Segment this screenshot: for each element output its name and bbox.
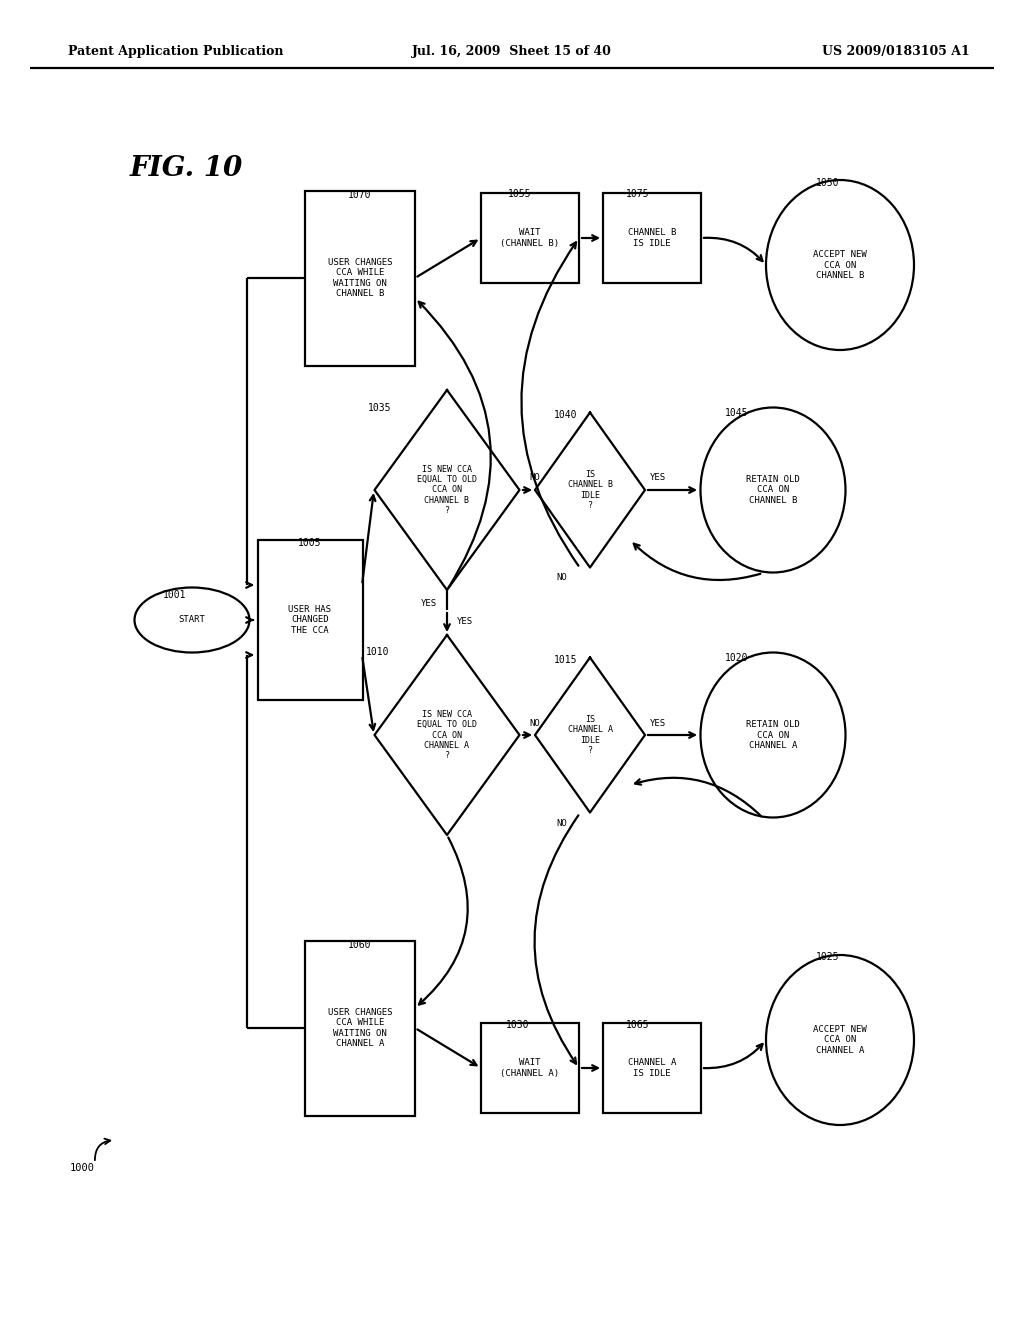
Text: 1010: 1010 [367, 647, 390, 657]
Polygon shape [375, 389, 519, 590]
Text: YES: YES [457, 618, 473, 627]
Text: IS
CHANNEL A
IDLE
?: IS CHANNEL A IDLE ? [567, 715, 612, 755]
Text: IS NEW CCA
EQUAL TO OLD
CCA ON
CHANNEL A
?: IS NEW CCA EQUAL TO OLD CCA ON CHANNEL A… [417, 710, 477, 760]
Text: START: START [178, 615, 206, 624]
Text: FIG. 10: FIG. 10 [130, 154, 244, 181]
Text: USER CHANGES
CCA WHILE
WAITING ON
CHANNEL B: USER CHANGES CCA WHILE WAITING ON CHANNE… [328, 257, 392, 298]
Text: 1050: 1050 [816, 178, 840, 187]
Text: 1045: 1045 [725, 408, 749, 418]
Ellipse shape [700, 652, 846, 817]
Polygon shape [535, 412, 645, 568]
FancyBboxPatch shape [481, 1023, 579, 1113]
Text: US 2009/0183105 A1: US 2009/0183105 A1 [822, 45, 970, 58]
Text: NO: NO [557, 818, 567, 828]
Ellipse shape [766, 180, 914, 350]
Text: 1040: 1040 [554, 411, 578, 420]
FancyBboxPatch shape [603, 1023, 701, 1113]
Ellipse shape [134, 587, 250, 652]
FancyBboxPatch shape [603, 193, 701, 282]
FancyBboxPatch shape [305, 190, 415, 366]
Text: CHANNEL B
IS IDLE: CHANNEL B IS IDLE [628, 228, 676, 248]
Text: RETAIN OLD
CCA ON
CHANNEL A: RETAIN OLD CCA ON CHANNEL A [746, 721, 800, 750]
Text: YES: YES [650, 474, 666, 483]
Text: 1025: 1025 [816, 952, 840, 962]
Text: 1030: 1030 [506, 1020, 529, 1030]
Text: ACCEPT NEW
CCA ON
CHANNEL B: ACCEPT NEW CCA ON CHANNEL B [813, 249, 867, 280]
Ellipse shape [700, 408, 846, 573]
Text: USER HAS
CHANGED
THE CCA: USER HAS CHANGED THE CCA [289, 605, 332, 635]
Text: 1070: 1070 [348, 190, 372, 201]
Text: 1005: 1005 [298, 539, 322, 548]
Text: 1055: 1055 [508, 189, 531, 199]
Ellipse shape [766, 954, 914, 1125]
Text: YES: YES [650, 718, 666, 727]
Text: 1020: 1020 [725, 653, 749, 663]
Polygon shape [375, 635, 519, 836]
FancyBboxPatch shape [257, 540, 362, 700]
FancyBboxPatch shape [305, 940, 415, 1115]
Text: Patent Application Publication: Patent Application Publication [68, 45, 284, 58]
Text: NO: NO [529, 718, 541, 727]
Text: Jul. 16, 2009  Sheet 15 of 40: Jul. 16, 2009 Sheet 15 of 40 [412, 45, 612, 58]
Text: 1001: 1001 [163, 590, 186, 601]
Text: 1060: 1060 [348, 940, 372, 950]
Text: YES: YES [421, 598, 437, 607]
Polygon shape [535, 657, 645, 813]
Text: 1015: 1015 [554, 655, 578, 665]
FancyBboxPatch shape [481, 193, 579, 282]
Text: WAIT
(CHANNEL B): WAIT (CHANNEL B) [501, 228, 559, 248]
Text: RETAIN OLD
CCA ON
CHANNEL B: RETAIN OLD CCA ON CHANNEL B [746, 475, 800, 504]
Text: 1075: 1075 [627, 189, 650, 199]
Text: WAIT
(CHANNEL A): WAIT (CHANNEL A) [501, 1059, 559, 1077]
Text: NO: NO [557, 573, 567, 582]
Text: USER CHANGES
CCA WHILE
WAITING ON
CHANNEL A: USER CHANGES CCA WHILE WAITING ON CHANNE… [328, 1008, 392, 1048]
Text: NO: NO [529, 474, 541, 483]
Text: 1000: 1000 [70, 1163, 94, 1173]
Text: 1065: 1065 [627, 1020, 650, 1030]
Text: 1035: 1035 [369, 403, 392, 413]
Text: ACCEPT NEW
CCA ON
CHANNEL A: ACCEPT NEW CCA ON CHANNEL A [813, 1026, 867, 1055]
Text: IS NEW CCA
EQUAL TO OLD
CCA ON
CHANNEL B
?: IS NEW CCA EQUAL TO OLD CCA ON CHANNEL B… [417, 465, 477, 515]
Text: IS
CHANNEL B
IDLE
?: IS CHANNEL B IDLE ? [567, 470, 612, 510]
Text: CHANNEL A
IS IDLE: CHANNEL A IS IDLE [628, 1059, 676, 1077]
